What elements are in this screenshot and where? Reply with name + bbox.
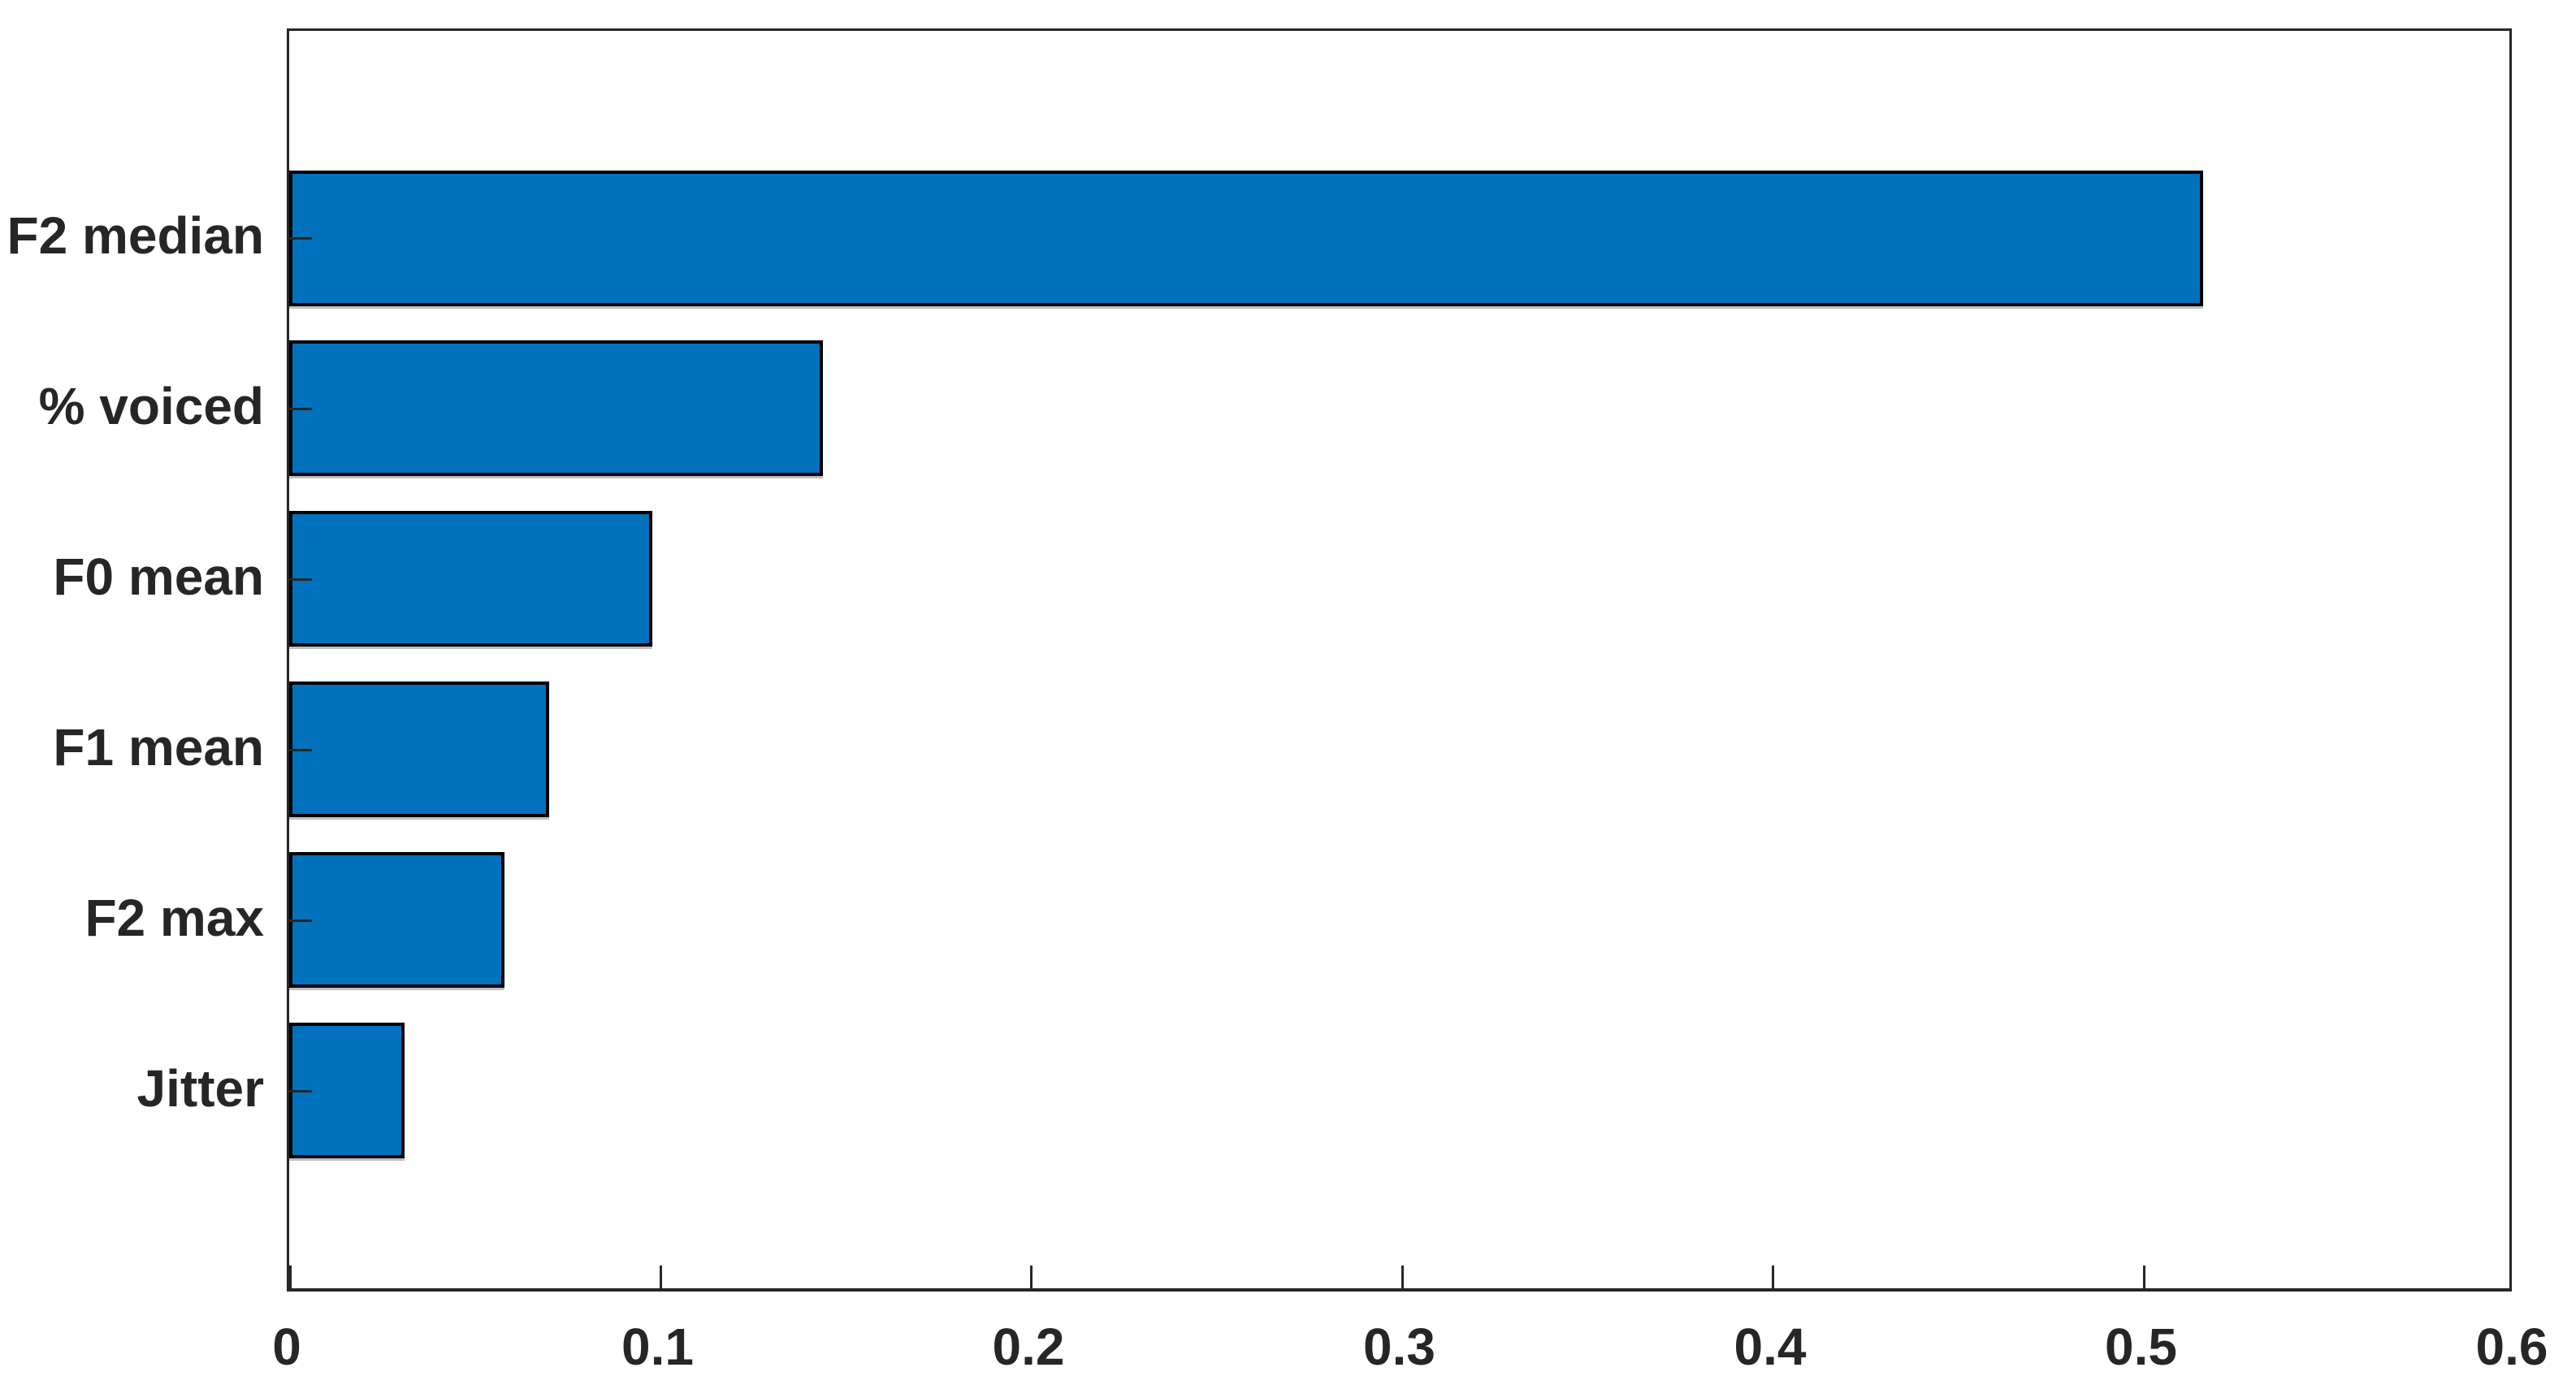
x-tick-label: 0.3 <box>1363 1318 1435 1376</box>
category-label: F2 max <box>84 888 264 947</box>
plot-area <box>287 28 2512 1292</box>
bar-f0-mean <box>289 511 652 647</box>
category-label: % voiced <box>38 376 264 435</box>
category-label: F1 mean <box>53 717 264 777</box>
category-label: F0 mean <box>53 547 264 606</box>
x-tick <box>1401 1266 1404 1288</box>
x-tick-label: 0.2 <box>992 1318 1065 1376</box>
y-tick <box>289 748 312 751</box>
bar--voiced <box>289 340 823 477</box>
y-tick <box>289 407 312 410</box>
y-tick <box>289 237 312 240</box>
x-tick <box>1772 1266 1774 1288</box>
category-label: F2 median <box>6 206 264 265</box>
y-tick <box>289 578 312 581</box>
x-tick-label: 0.1 <box>621 1318 694 1376</box>
y-tick <box>289 919 312 922</box>
x-tick-label: 0.6 <box>2475 1318 2548 1376</box>
bar-f2-max <box>289 852 504 989</box>
x-tick-label: 0.4 <box>1734 1318 1807 1376</box>
x-tick <box>1030 1266 1033 1288</box>
x-tick-label: 0 <box>272 1318 301 1376</box>
x-tick <box>2509 1266 2512 1288</box>
bar-f2-median <box>289 170 2203 306</box>
category-label: Jitter <box>136 1058 265 1118</box>
bar-f1-mean <box>289 682 549 818</box>
y-tick <box>289 1089 312 1093</box>
x-tick-label: 0.5 <box>2105 1318 2177 1376</box>
x-tick <box>659 1266 662 1288</box>
x-tick <box>289 1266 292 1288</box>
x-tick <box>2142 1266 2145 1288</box>
